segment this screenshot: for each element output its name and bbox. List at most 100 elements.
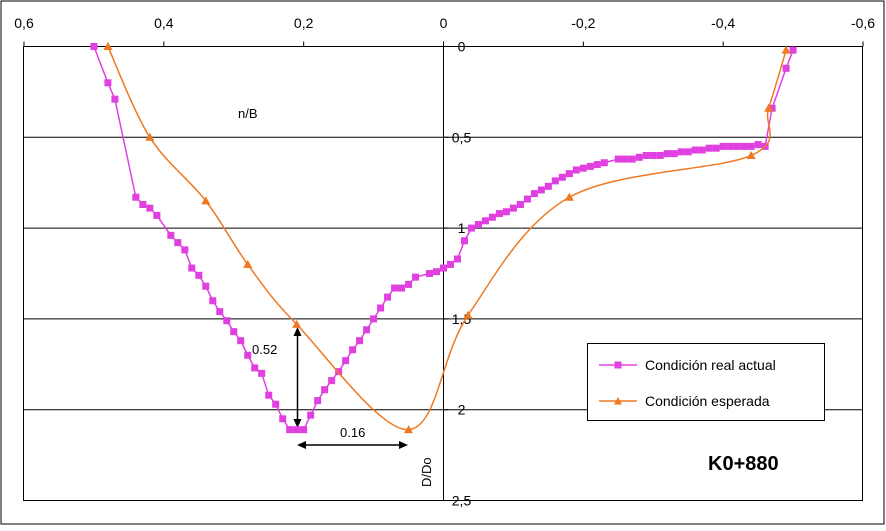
arrowhead [297, 441, 306, 449]
data-point [188, 264, 196, 272]
data-point [502, 208, 510, 216]
data-point [286, 426, 294, 434]
x-tick-label: 0,2 [294, 15, 314, 31]
data-point [356, 337, 364, 345]
data-point [201, 196, 211, 205]
y-tick-label: 1 [458, 220, 466, 236]
data-point [705, 144, 713, 152]
data-point [712, 144, 720, 152]
y-tick-label: 2,5 [452, 493, 472, 509]
data-point [740, 142, 748, 150]
legend: Condición real actual Condición esperada [587, 343, 825, 421]
data-point [684, 148, 692, 156]
data-point [488, 213, 496, 221]
data-point [328, 377, 336, 385]
data-point [167, 231, 175, 239]
legend-marker-expected [614, 397, 622, 405]
data-point [677, 148, 685, 156]
x-tick-label: 0,4 [154, 15, 174, 31]
data-point [565, 170, 573, 178]
data-point [216, 308, 224, 316]
y-tick-label: 0 [458, 39, 466, 55]
data-point [321, 386, 329, 394]
data-point [691, 146, 699, 154]
y-tick-label: 0,5 [452, 129, 472, 145]
data-point [516, 200, 524, 208]
data-point [370, 315, 378, 323]
x-tick-label: -0,2 [571, 15, 595, 31]
x-tick-label: 0 [440, 15, 448, 31]
series-real [90, 43, 797, 434]
data-point [440, 264, 447, 272]
data-point [230, 328, 238, 336]
data-point [572, 166, 580, 174]
data-point [460, 237, 468, 245]
arrowhead [399, 441, 408, 449]
x-tick-label: -0,4 [711, 15, 735, 31]
data-point [698, 146, 706, 154]
data-point [426, 270, 434, 277]
data-point [509, 204, 517, 212]
data-point [132, 193, 140, 201]
data-point [764, 103, 774, 112]
data-point [579, 164, 587, 172]
data-point [781, 45, 791, 54]
data-point [251, 364, 259, 372]
data-point [405, 280, 413, 288]
data-point [139, 200, 147, 208]
data-point [600, 159, 608, 167]
x-tick-label: 0,6 [14, 15, 34, 31]
data-point [628, 155, 636, 163]
data-point [90, 43, 98, 50]
data-point [733, 142, 741, 150]
data-point [663, 150, 671, 158]
legend-label-expected: Condición esperada [645, 393, 770, 409]
data-point [181, 246, 189, 254]
x-axis-label: n/B [238, 106, 258, 121]
data-point [463, 310, 473, 319]
data-point [649, 151, 657, 159]
data-point [404, 425, 414, 434]
data-point [300, 426, 308, 434]
data-point [746, 150, 756, 159]
data-point [398, 284, 406, 292]
data-point [670, 150, 678, 158]
data-point [103, 42, 113, 50]
legend-marker-real [614, 361, 622, 369]
data-point [474, 220, 482, 228]
dimension-label-vertical: 0.52 [252, 342, 277, 357]
data-point [363, 326, 371, 334]
data-point [782, 64, 790, 72]
data-point [412, 273, 420, 281]
data-point [292, 319, 302, 328]
y-tick-label: 2 [458, 402, 466, 418]
series-group [90, 42, 797, 434]
axes: 0,6 0,4 0,2 0 -0,2 -0,4 -0,600,511,522,5 [14, 15, 875, 509]
data-point [719, 142, 727, 150]
data-point [453, 255, 461, 263]
data-point [195, 271, 203, 279]
data-point [768, 104, 776, 112]
data-point [621, 155, 629, 163]
data-point [279, 415, 287, 423]
data-point [433, 268, 441, 276]
data-point [244, 351, 252, 359]
data-point [642, 151, 650, 159]
data-point [481, 217, 489, 225]
arrowhead [293, 327, 302, 336]
data-point [209, 297, 217, 305]
y-axis-label: D/Do [419, 457, 434, 487]
data-point [446, 260, 454, 268]
data-point [145, 132, 155, 141]
data-point [726, 142, 734, 150]
data-point [258, 369, 266, 377]
data-point [544, 182, 552, 190]
data-point [153, 211, 161, 219]
station-label: K0+880 [708, 453, 779, 475]
data-point [523, 195, 531, 203]
data-point [223, 317, 231, 325]
data-point [335, 368, 343, 376]
data-point [635, 153, 643, 161]
